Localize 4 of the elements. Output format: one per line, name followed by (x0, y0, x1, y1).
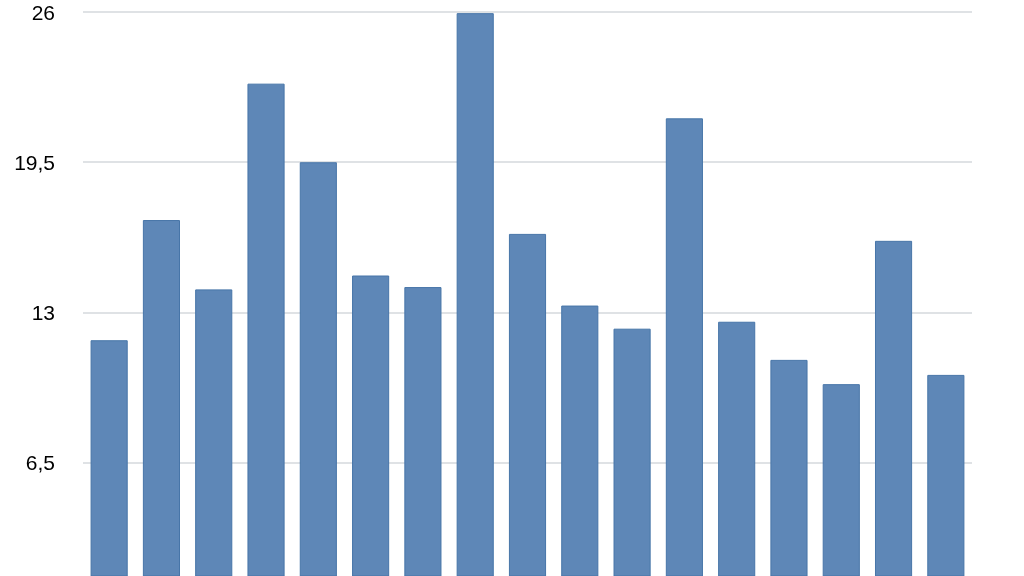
y-tick-label: 13 (31, 300, 55, 324)
y-tick-label: 19,5 (14, 150, 55, 174)
y-tick-label: 26 (31, 0, 55, 24)
y-tick-label: 6,5 (25, 451, 55, 475)
